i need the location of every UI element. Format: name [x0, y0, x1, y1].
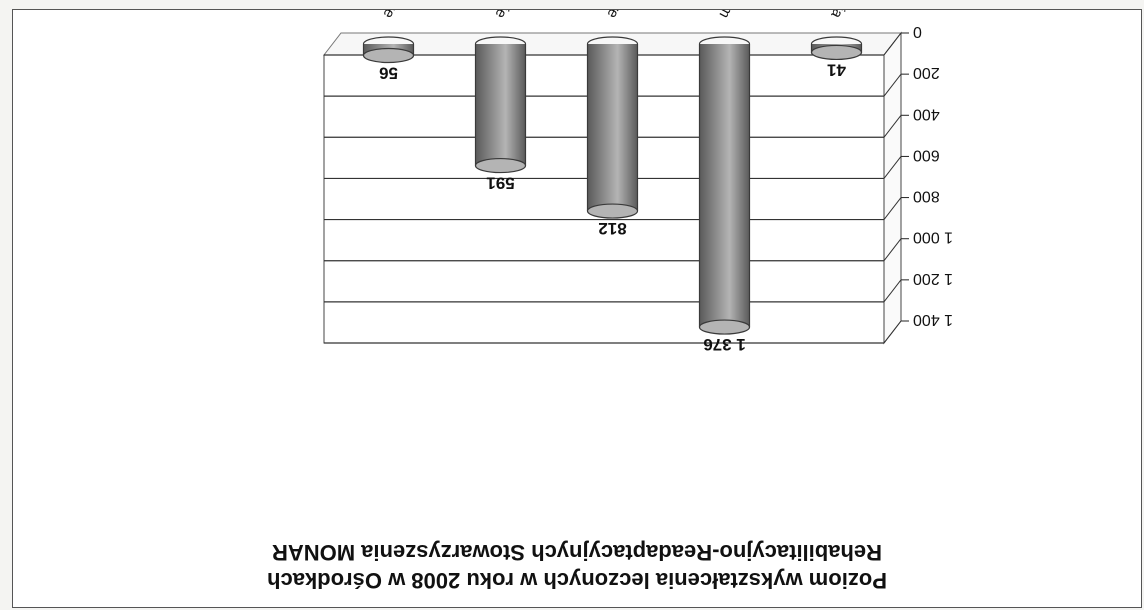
- value-label-5: 56: [379, 64, 398, 83]
- value-label-3: 812: [598, 219, 626, 238]
- gridline-depth: [883, 73, 902, 97]
- category-label-5: wyższe: [379, 10, 418, 21]
- bar-4: [474, 36, 527, 174]
- gridline-depth: [883, 114, 902, 138]
- y-tick-label: 1 000: [913, 229, 953, 246]
- bar-2: [698, 36, 751, 335]
- gridline-depth: [883, 156, 902, 179]
- bar-base: [586, 36, 639, 45]
- bar-top: [698, 319, 751, 335]
- bar-base: [698, 36, 751, 45]
- y-tick-label: 1 400: [913, 311, 953, 328]
- bars: [362, 36, 863, 335]
- bar-1: [810, 36, 863, 61]
- education-level-chart: 0 200 400 600 800 1 000 1 200 1 400 41 1 376 812 5…: [267, 0, 953, 593]
- bar-base: [474, 36, 527, 45]
- bar-top: [474, 157, 527, 174]
- y-axis-ticks: 0 200 400 600 800 1 000 1 200 1 400: [901, 23, 953, 328]
- bar-5: [362, 36, 415, 64]
- value-labels: 41 1 376 812 591 56: [379, 60, 846, 354]
- bar-body: [699, 44, 750, 328]
- category-label-2: podstawowe/gimnazjum: [715, 10, 805, 21]
- y-tick-label: 400: [913, 105, 940, 122]
- category-label-3: zawodowe: [603, 10, 651, 21]
- y-tick-label: 800: [913, 188, 940, 205]
- value-label-4: 591: [486, 174, 514, 193]
- gridline-depth: [883, 279, 902, 303]
- side-wall: [883, 31, 902, 345]
- bar-top: [362, 47, 415, 64]
- bar-base: [810, 36, 863, 45]
- y-tick-label: 600: [913, 146, 940, 163]
- chart-title-line-2: Rehabilitacyjno-Readaptacyjnych Stowarzy…: [272, 540, 882, 565]
- bar-top: [810, 44, 863, 61]
- bar-body: [587, 44, 638, 212]
- chart-frame: 0 200 400 600 800 1 000 1 200 1 400 41 1 376 812 5…: [12, 0, 1142, 608]
- value-label-2: 1 376: [703, 335, 746, 354]
- y-tick-label: 200: [913, 64, 940, 81]
- value-label-1: 41: [827, 60, 846, 79]
- y-tick-label: 0: [913, 23, 922, 40]
- bar-base: [362, 36, 415, 45]
- bar-body: [475, 44, 526, 166]
- chart-title-line-1: Poziom wykształcenia leczonych w roku 20…: [267, 568, 887, 593]
- category-labels: bez wykształcenia podstawowe/gimnazjum zaw…: [379, 0, 899, 22]
- category-label-1: bez wykształcenia: [827, 10, 899, 22]
- y-tick-label: 1 200: [913, 270, 953, 287]
- category-label-4: średnie: [491, 10, 529, 21]
- gridline-depth: [883, 32, 902, 56]
- bar-3: [586, 36, 639, 219]
- gridline-depth: [883, 320, 902, 344]
- gridline-depth: [883, 238, 902, 262]
- gridline-depth: [883, 197, 902, 220]
- bar-top: [586, 203, 639, 219]
